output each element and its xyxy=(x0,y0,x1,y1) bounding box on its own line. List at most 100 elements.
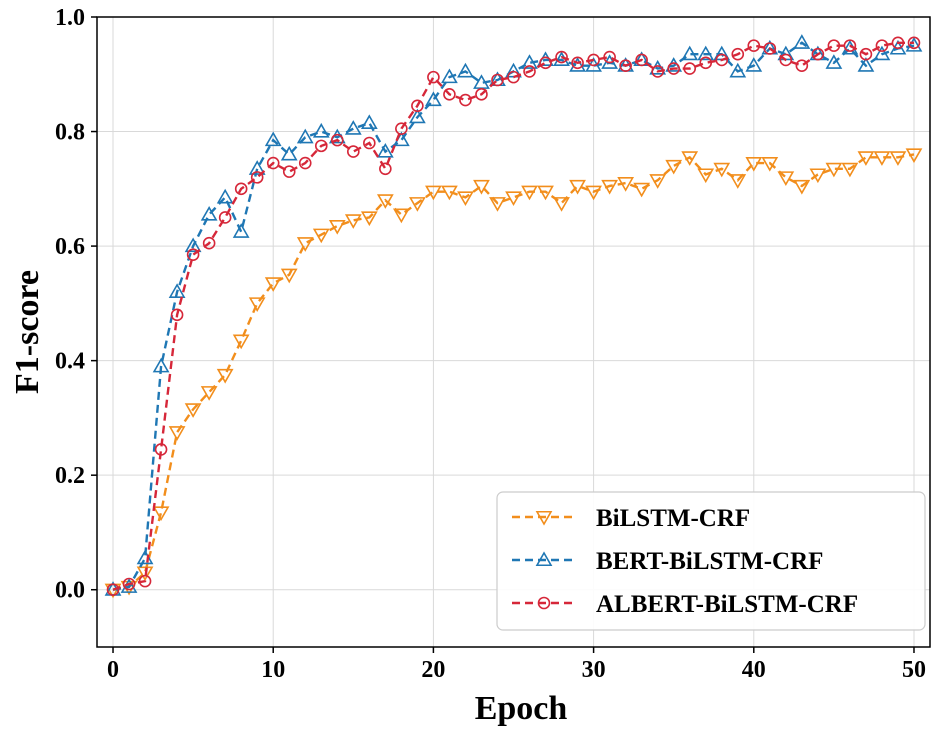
data-point-albert-bilstm-crf xyxy=(475,88,488,101)
data-point-bilstm-crf xyxy=(296,237,314,252)
data-point-bilstm-crf xyxy=(184,403,202,418)
data-point-bilstm-crf xyxy=(312,228,330,244)
data-point-albert-bilstm-crf xyxy=(427,70,440,84)
data-point-bert-bilstm-crf xyxy=(216,188,234,204)
data-point-albert-bilstm-crf xyxy=(811,47,825,61)
data-point-bilstm-crf xyxy=(713,162,731,178)
data-point-albert-bilstm-crf xyxy=(779,53,793,67)
data-point-bert-bilstm-crf xyxy=(857,57,875,72)
data-point-bert-bilstm-crf xyxy=(905,37,923,52)
x-tick-label: 40 xyxy=(742,657,766,683)
data-point-bilstm-crf xyxy=(200,386,218,401)
data-point-bilstm-crf xyxy=(344,214,362,229)
x-tick-label: 10 xyxy=(261,657,285,683)
data-point-albert-bilstm-crf xyxy=(282,165,296,178)
data-point-bilstm-crf xyxy=(248,297,266,312)
y-tick-label: 0.2 xyxy=(55,463,85,489)
data-point-bert-bilstm-crf xyxy=(248,160,266,175)
x-axis-title: Epoch xyxy=(475,690,568,727)
data-point-albert-bilstm-crf xyxy=(827,39,841,52)
data-point-albert-bilstm-crf xyxy=(875,39,889,52)
x-axis-ticks: 0 10 20 30 40 50 xyxy=(107,647,926,683)
data-point-bilstm-crf xyxy=(216,368,234,384)
data-point-bert-bilstm-crf xyxy=(729,62,747,78)
data-point-albert-bilstm-crf xyxy=(170,308,184,322)
data-point-albert-bilstm-crf xyxy=(266,156,280,170)
data-point-albert-bilstm-crf xyxy=(491,73,504,87)
data-point-bert-bilstm-crf xyxy=(681,45,699,61)
data-point-albert-bilstm-crf xyxy=(731,47,745,61)
data-point-bilstm-crf xyxy=(473,179,490,195)
data-point-albert-bilstm-crf xyxy=(507,70,520,84)
data-point-bert-bilstm-crf xyxy=(793,34,811,49)
data-point-albert-bilstm-crf xyxy=(715,53,729,67)
data-point-bilstm-crf xyxy=(409,197,426,212)
y-tick-label: 0.6 xyxy=(55,234,85,260)
data-point-albert-bilstm-crf xyxy=(571,56,584,70)
data-point-albert-bilstm-crf xyxy=(859,47,873,61)
data-point-bilstm-crf xyxy=(569,179,586,195)
y-tick-label: 0.0 xyxy=(55,578,85,604)
data-point-albert-bilstm-crf xyxy=(667,62,680,75)
series-line-albert-bilstm-crf xyxy=(112,41,914,591)
data-point-bilstm-crf xyxy=(745,156,763,172)
data-point-bilstm-crf xyxy=(665,159,683,175)
legend-swatch-marker xyxy=(535,551,553,567)
data-point-albert-bilstm-crf xyxy=(379,162,392,176)
legend-label: BiLSTM-CRF xyxy=(596,505,750,532)
data-point-bilstm-crf xyxy=(889,151,907,166)
data-point-albert-bilstm-crf xyxy=(363,136,376,150)
data-point-albert-bilstm-crf xyxy=(843,39,857,52)
data-point-bert-bilstm-crf xyxy=(312,122,330,138)
data-point-albert-bilstm-crf xyxy=(186,248,200,261)
data-point-bert-bilstm-crf xyxy=(200,205,218,221)
data-point-albert-bilstm-crf xyxy=(234,182,248,196)
data-point-bilstm-crf xyxy=(232,334,250,350)
data-point-bert-bilstm-crf xyxy=(376,142,394,158)
data-point-bilstm-crf xyxy=(152,506,170,522)
data-point-bilstm-crf xyxy=(825,162,843,178)
data-point-bert-bilstm-crf xyxy=(873,45,891,61)
legend-item-bilstm-crf: BiLSTM-CRF xyxy=(512,505,750,532)
data-point-bilstm-crf xyxy=(457,191,474,207)
data-point-bert-bilstm-crf xyxy=(825,54,843,69)
data-point-albert-bilstm-crf xyxy=(683,62,697,75)
legend-items: BiLSTM-CRF BERT-BiLSTM-CRF ALBERT-BiLSTM-C… xyxy=(512,505,858,618)
data-point-albert-bilstm-crf xyxy=(395,122,408,135)
data-point-bilstm-crf xyxy=(537,185,554,201)
legend-item-bert-bilstm-crf: BERT-BiLSTM-CRF xyxy=(512,548,823,575)
x-tick-label: 30 xyxy=(582,657,606,683)
data-point-bilstm-crf xyxy=(425,185,442,201)
data-point-albert-bilstm-crf xyxy=(699,56,713,70)
data-point-albert-bilstm-crf xyxy=(795,59,809,72)
data-point-albert-bilstm-crf xyxy=(635,53,648,67)
y-axis-title: F1-score xyxy=(9,270,46,394)
data-point-bert-bilstm-crf xyxy=(360,114,378,130)
data-point-bert-bilstm-crf xyxy=(232,223,250,238)
data-point-bert-bilstm-crf xyxy=(697,45,715,61)
data-point-bilstm-crf xyxy=(264,277,282,292)
data-point-bilstm-crf xyxy=(505,191,522,207)
data-point-bert-bilstm-crf xyxy=(296,128,314,144)
data-point-bilstm-crf xyxy=(697,168,715,184)
data-point-albert-bilstm-crf xyxy=(347,145,360,158)
data-point-albert-bilstm-crf xyxy=(763,42,777,55)
data-point-albert-bilstm-crf xyxy=(202,236,216,250)
data-point-bert-bilstm-crf xyxy=(409,108,426,124)
data-point-bilstm-crf xyxy=(841,162,859,178)
data-point-albert-bilstm-crf xyxy=(250,171,264,184)
data-point-bert-bilstm-crf xyxy=(569,57,586,72)
data-point-bilstm-crf xyxy=(136,566,154,582)
data-point-bilstm-crf xyxy=(761,156,779,172)
data-point-bert-bilstm-crf xyxy=(457,62,474,78)
data-point-bilstm-crf xyxy=(649,174,667,189)
data-point-bert-bilstm-crf xyxy=(344,120,362,135)
data-point-bilstm-crf xyxy=(777,171,795,186)
data-point-bert-bilstm-crf xyxy=(264,131,282,147)
data-point-albert-bilstm-crf xyxy=(314,139,328,153)
data-point-bilstm-crf xyxy=(873,151,891,166)
legend-box xyxy=(496,491,926,631)
data-point-albert-bilstm-crf xyxy=(651,65,664,78)
data-point-bilstm-crf xyxy=(729,174,747,189)
